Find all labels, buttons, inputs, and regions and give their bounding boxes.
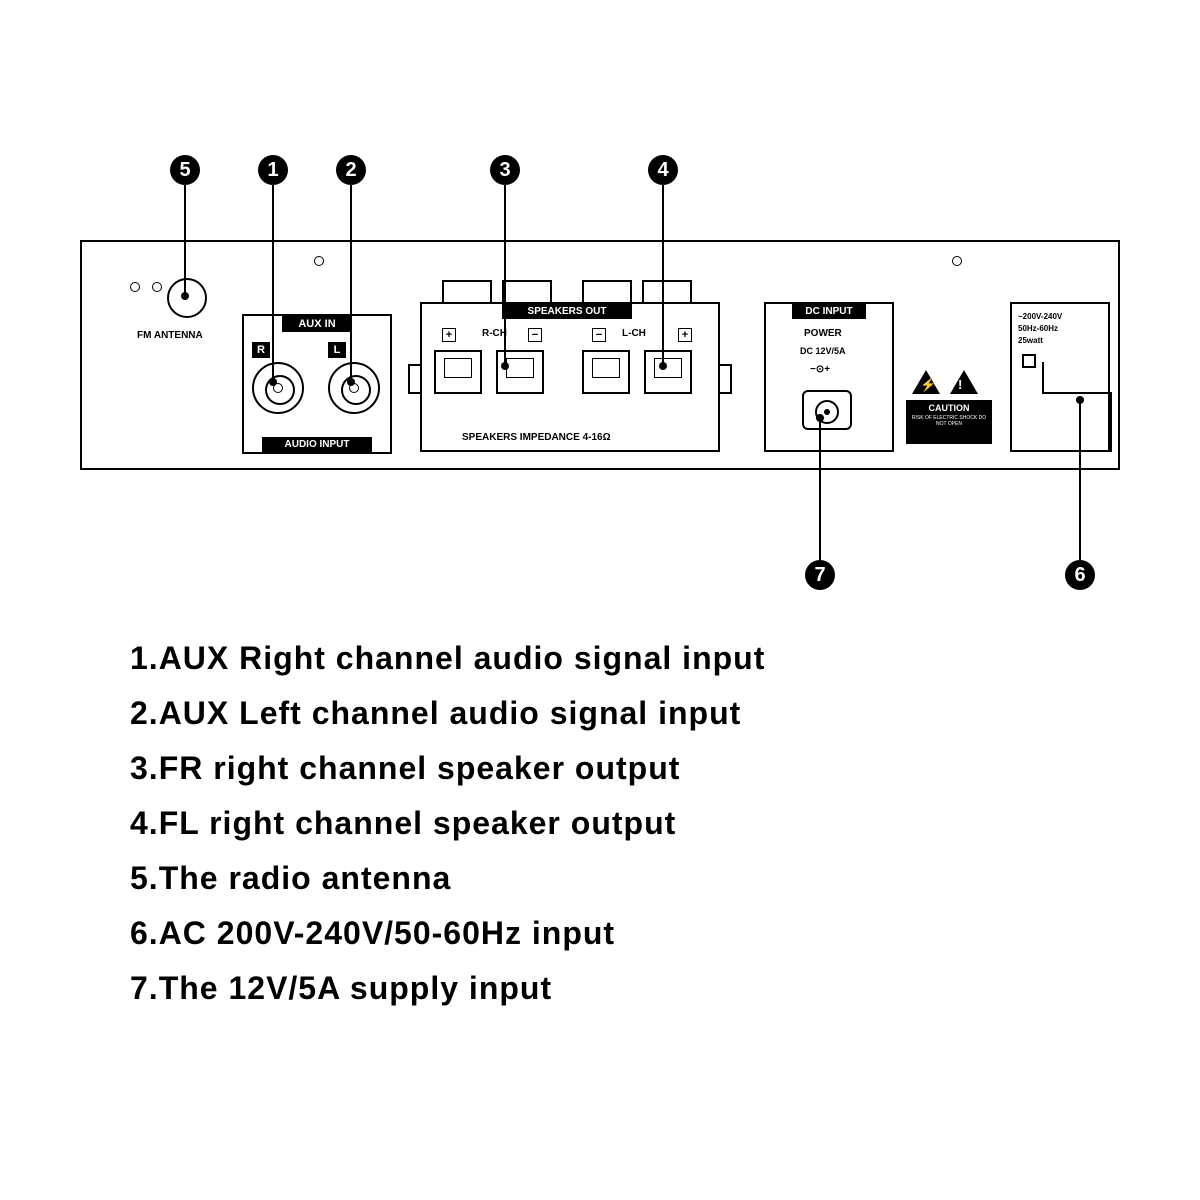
leader-dot (659, 362, 667, 370)
caution-block: CAUTION RISK OF ELECTRIC SHOCK DO NOT OP… (906, 400, 992, 444)
leader-dot (816, 414, 824, 422)
leader-dot (1076, 396, 1084, 404)
rca-right-tag: R (252, 342, 270, 358)
audio-input-label: AUDIO INPUT (262, 437, 372, 452)
legend-item-5: 5.The radio antenna (130, 860, 1080, 897)
speaker-terminal (434, 350, 482, 394)
speaker-terminal (644, 350, 692, 394)
screw-hole (152, 282, 162, 292)
leader-7 (819, 420, 821, 560)
polarity-plus: + (678, 328, 692, 342)
callout-7: 7 (805, 560, 835, 590)
legend-item-7: 7.The 12V/5A supply input (130, 970, 1080, 1007)
diagram-canvas: FM ANTENNA AUX IN AUDIO INPUT R L SPEAKE… (0, 0, 1200, 1200)
caution-warning-icon: ! (950, 370, 978, 394)
callout-4: 4 (648, 155, 678, 185)
amplifier-back-panel: FM ANTENNA AUX IN AUDIO INPUT R L SPEAKE… (80, 240, 1120, 470)
ac-spec-3: 25watt (1018, 336, 1043, 345)
rca-left-jack (328, 362, 380, 414)
ac-spec-1: ~200V-240V (1018, 312, 1062, 321)
leader-2 (350, 185, 352, 380)
l-ch-label: L-CH (622, 328, 646, 339)
legend-item-1: 1.AUX Right channel audio signal input (130, 640, 1080, 677)
speaker-terminal (582, 350, 630, 394)
ac-socket (1022, 354, 1036, 368)
polarity-minus: − (592, 328, 606, 342)
leader-6 (1079, 402, 1081, 560)
leader-1 (272, 185, 274, 380)
leader-dot (347, 378, 355, 386)
speakers-impedance-label: SPEAKERS IMPEDANCE 4-16Ω (462, 432, 611, 443)
screw-hole (314, 256, 324, 266)
caution-label: CAUTION (906, 400, 992, 413)
screw-hole (130, 282, 140, 292)
dc-spec-label: DC 12V/5A (800, 346, 846, 356)
legend-item-3: 3.FR right channel speaker output (130, 750, 1080, 787)
callout-5: 5 (170, 155, 200, 185)
leader-5 (184, 185, 186, 293)
fm-antenna-label: FM ANTENNA (137, 330, 203, 341)
caution-sub: RISK OF ELECTRIC SHOCK DO NOT OPEN (906, 413, 992, 429)
leader-dot (269, 378, 277, 386)
legend-item-4: 4.FL right channel speaker output (130, 805, 1080, 842)
ac-cord-line (1042, 362, 1044, 392)
rca-left-tag: L (328, 342, 346, 358)
ac-cord-line (1110, 392, 1112, 452)
screw-hole (952, 256, 962, 266)
ac-spec-2: 50Hz-60Hz (1018, 324, 1058, 333)
leader-dot (501, 362, 509, 370)
leader-4 (662, 185, 664, 365)
rca-right-jack (252, 362, 304, 414)
shock-warning-icon: ⚡ (912, 370, 940, 394)
speakers-out-label: SPEAKERS OUT (502, 304, 632, 319)
callout-1: 1 (258, 155, 288, 185)
legend-list: 1.AUX Right channel audio signal input 2… (130, 640, 1080, 1025)
ac-cord-line (1042, 392, 1112, 394)
dc-polarity-label: −⊙+ (810, 364, 830, 375)
callout-6: 6 (1065, 560, 1095, 590)
power-label: POWER (804, 328, 842, 339)
aux-in-label: AUX IN (282, 316, 352, 332)
leader-dot (181, 292, 189, 300)
polarity-minus: − (528, 328, 542, 342)
leader-3 (504, 185, 506, 365)
legend-item-6: 6.AC 200V-240V/50-60Hz input (130, 915, 1080, 952)
callout-3: 3 (490, 155, 520, 185)
dc-input-label: DC INPUT (792, 304, 866, 319)
legend-item-2: 2.AUX Left channel audio signal input (130, 695, 1080, 732)
polarity-plus: + (442, 328, 456, 342)
callout-2: 2 (336, 155, 366, 185)
